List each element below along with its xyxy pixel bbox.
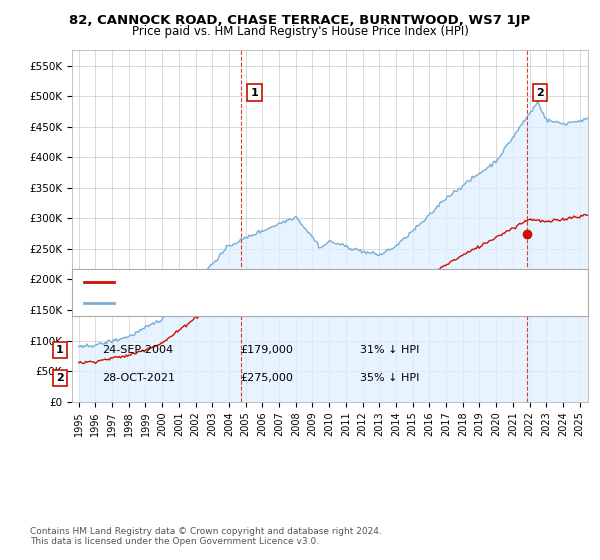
Text: 2: 2 [536,87,544,97]
Text: Price paid vs. HM Land Registry's House Price Index (HPI): Price paid vs. HM Land Registry's House … [131,25,469,38]
Text: 28-OCT-2021: 28-OCT-2021 [102,373,175,383]
Text: 82, CANNOCK ROAD, CHASE TERRACE, BURNTWOOD, WS7 1JP: 82, CANNOCK ROAD, CHASE TERRACE, BURNTWO… [70,14,530,27]
Text: £179,000: £179,000 [240,345,293,355]
Text: HPI: Average price, detached house, Lichfield: HPI: Average price, detached house, Lich… [120,298,357,308]
Text: 1: 1 [56,345,64,355]
Text: 2: 2 [56,373,64,383]
Text: Contains HM Land Registry data © Crown copyright and database right 2024.
This d: Contains HM Land Registry data © Crown c… [30,526,382,546]
Text: 24-SEP-2004: 24-SEP-2004 [102,345,173,355]
Text: £275,000: £275,000 [240,373,293,383]
Text: 1: 1 [251,87,259,97]
Text: 35% ↓ HPI: 35% ↓ HPI [360,373,419,383]
Text: 82, CANNOCK ROAD, CHASE TERRACE, BURNTWOOD, WS7 1JP (detached house): 82, CANNOCK ROAD, CHASE TERRACE, BURNTWO… [120,277,540,287]
Text: 31% ↓ HPI: 31% ↓ HPI [360,345,419,355]
